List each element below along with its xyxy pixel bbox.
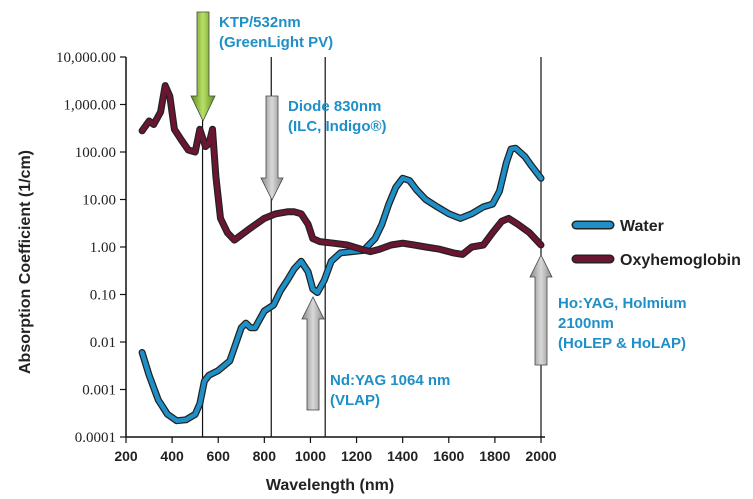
annotation-2: Nd:YAG 1064 nm (VLAP) (301, 296, 450, 411)
annotation-text: (GreenLight PV) (219, 34, 333, 51)
annotation-3: Ho:YAG, Holmium 2100nm (HoLEP & HoLAP) (529, 254, 687, 366)
series-oxyhemoglobin-line (139, 83, 544, 257)
legend: Water Oxyhemoglobin (571, 218, 741, 269)
axes (120, 56, 545, 443)
y-tick-label: 0.10 (90, 288, 116, 304)
annotation-arrows: KTP/532nm (GreenLight PV) Diode 830nm (ILC,… (190, 11, 687, 411)
y-tick-label: 100.00 (75, 145, 116, 161)
annotation-text: Nd:YAG 1064 nm (330, 372, 450, 389)
x-tick-label: 1400 (387, 448, 418, 464)
x-tick-label: 800 (253, 448, 277, 464)
legend-label: Water (620, 218, 664, 235)
x-tick-label: 1800 (479, 448, 510, 464)
annotation-arrow-up-icon (529, 254, 553, 366)
y-tick-labels: 10,000.00 1,000.00 100.00 10.00 1.00 0.10 0.01… (56, 50, 116, 446)
annotation-text: 2100nm (558, 315, 614, 332)
y-tick-label: 0.01 (90, 335, 116, 351)
x-tick-labels: 200 400 600 800 1000 1200 1400 1600 1800 2000 (114, 448, 556, 464)
annotation-text: KTP/532nm (219, 14, 301, 31)
y-axis-title: Absorption Coefficient (1/cm) (17, 150, 34, 374)
x-axis-title: Wavelength (nm) (266, 477, 394, 494)
annotation-text: (VLAP) (330, 392, 380, 409)
annotation-1: Diode 830nm (ILC, Indigo®) (260, 95, 387, 201)
annotation-text: (ILC, Indigo®) (288, 118, 387, 135)
y-tick-label: 1,000.00 (64, 98, 117, 114)
annotation-arrow-up-icon (301, 296, 325, 411)
annotation-arrow-down-icon (190, 11, 216, 122)
annotation-0: KTP/532nm (GreenLight PV) (190, 11, 333, 122)
y-tick-label: 0.001 (82, 383, 116, 399)
x-tick-label: 600 (207, 448, 231, 464)
x-tick-label: 1200 (341, 448, 372, 464)
annotation-text: Ho:YAG, Holmium (558, 295, 687, 312)
x-tick-label: 200 (114, 448, 138, 464)
y-tick-label: 1.00 (90, 240, 116, 256)
series-lines (138, 82, 545, 425)
y-tick-label: 10.00 (82, 193, 116, 209)
x-tick-label: 2000 (525, 448, 556, 464)
y-tick-label: 0.0001 (75, 430, 116, 446)
x-tick-label: 400 (160, 448, 184, 464)
annotation-text: (HoLEP & HoLAP) (558, 335, 686, 352)
series-water-line (139, 145, 544, 423)
annotation-arrow-down-icon (260, 95, 284, 201)
annotation-text: Diode 830nm (288, 98, 381, 115)
x-tick-label: 1600 (433, 448, 464, 464)
legend-label: Oxyhemoglobin (620, 252, 741, 269)
x-tick-label: 1000 (295, 448, 326, 464)
y-tick-label: 10,000.00 (56, 50, 116, 66)
